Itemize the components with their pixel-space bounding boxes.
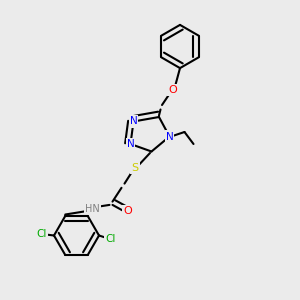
- Text: HN: HN: [85, 203, 100, 214]
- Text: O: O: [168, 85, 177, 95]
- Text: Cl: Cl: [37, 229, 47, 239]
- Text: Cl: Cl: [105, 234, 116, 244]
- Text: N: N: [166, 131, 173, 142]
- Text: N: N: [130, 116, 137, 127]
- Text: N: N: [127, 139, 134, 149]
- Text: O: O: [123, 206, 132, 217]
- Text: S: S: [131, 163, 139, 173]
